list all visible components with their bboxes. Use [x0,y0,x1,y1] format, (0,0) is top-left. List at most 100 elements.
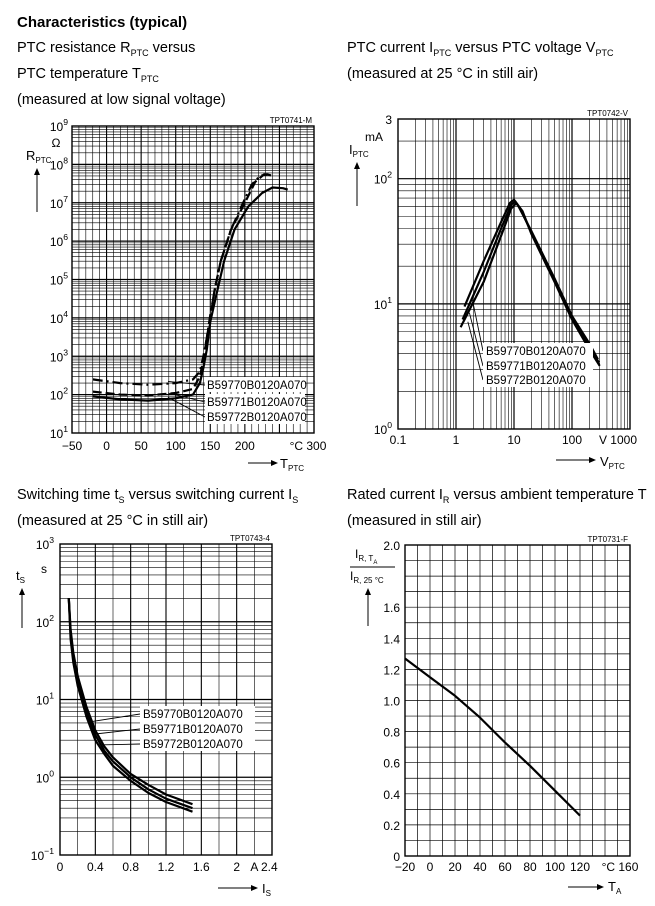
chart-current-vs-voltage: 0.1 1 10 100 V 10001001011023mAIPTCVPTCTPT07… [349,109,637,471]
x-axis-label: IS [262,881,271,898]
y-tick-label: 105 [50,271,68,288]
legend-entry: B59772B0120A070 [486,375,586,387]
tick-base: 10 [374,423,388,437]
legend-entry: B59770B0120A070 [207,380,307,392]
legend-entry: B59770B0120A070 [143,709,243,721]
tick-base: 10 [36,694,50,708]
axis-arrow-head [251,885,258,891]
caption-text: Switching time t [17,487,119,503]
tick-base: 10 [50,427,64,441]
caption-switching-time-vs-current: Switching time tS versus switching curre… [17,485,298,532]
x-tick-label: 0.1 [390,433,407,447]
series-curve [92,186,289,402]
x-tick-label: 1.2 [158,860,175,874]
x-tick-label: 1.6 [193,860,210,874]
x-tick-label: −20 [395,860,416,874]
legend-backdrop [483,372,593,387]
caption-text: PTC temperature T [17,65,141,82]
tick-exponent: 1 [387,295,392,305]
y-tick-label: 1.2 [383,663,400,677]
x-tick-label: °C 300 [290,439,327,453]
caption-line: PTC resistance RPTC versus [17,38,226,64]
legend-backdrop [140,706,255,721]
caption-subscript: PTC [130,47,149,58]
tick-base: 3 [385,113,392,127]
x-tick-label: 120 [570,860,590,874]
x-tick-label: 150 [200,439,220,453]
y-axis-label-numerator: IR, TA [355,547,377,566]
tick-base: 10 [50,158,64,172]
caption-text: PTC current I [347,40,434,56]
y-axis-label: IPTC [349,142,369,159]
axis-arrow-head [354,162,360,169]
legend-entry: B59771B0120A070 [207,397,307,409]
axis-arrow-head [365,588,371,595]
label-main: t [16,568,20,583]
caption-text: (measured at 25 °C in still air) [17,512,209,529]
legend-leader [167,396,206,418]
legend-backdrop [205,394,305,409]
x-tick-label: 100 [545,860,565,874]
y-tick-label: 3 [385,113,392,127]
series-curve [459,201,601,367]
y-tick-label: 104 [50,309,68,326]
label-main: T [608,879,616,894]
x-tick-label: 0 [427,860,434,874]
label-main: I [349,142,353,157]
legend-backdrop [205,409,305,424]
y-tick-label: 103 [50,347,68,364]
tick-exponent: 2 [49,613,54,623]
tick-base: 10 [31,849,45,863]
legend-backdrop [483,343,593,358]
label-main: T [280,456,288,471]
chart-rated-current-vs-ambient-temperature: −20 0 20 40 60 80 100 120 °C 16000.20.40.60.81.0… [350,535,639,896]
caption-line: Switching time tS versus switching curre… [17,485,298,511]
tick-base: 10 [50,350,64,364]
tick-exponent: 3 [63,347,68,357]
y-tick-label: 1.6 [383,601,400,615]
y-tick-label: 103 [36,535,54,552]
caption-line: PTC temperature TPTC [17,64,226,90]
y-tick-label: 102 [36,613,54,630]
chart-code: TPT0742-V [587,109,629,118]
tick-base: 10 [50,197,64,211]
y-tick-label: 101 [374,295,392,312]
tick-exponent: 6 [63,232,68,242]
label-main: I [350,569,353,583]
caption-line: (measured at low signal voltage) [17,90,226,111]
y-tick-label: 102 [50,386,68,403]
caption-text: (measured at 25 °C in still air) [347,65,539,82]
tick-base: 10 [50,389,64,403]
legend-leader [471,298,484,352]
x-axis-label: VPTC [600,454,625,471]
label-main: I [262,881,266,896]
x-tick-label: 200 [235,439,255,453]
legend-leader [468,312,484,367]
y-axis-label-denominator: IR, 25 °C [350,569,384,585]
tick-exponent: 8 [63,155,68,165]
y-tick-label: 107 [50,194,68,211]
chart-code: TPT0741-M [270,116,313,125]
x-tick-label: 100 [562,433,582,447]
caption-subscript: S [118,494,125,505]
axis-arrow-head [597,884,604,890]
tick-base: 10 [50,312,64,326]
legend-entry: B59771B0120A070 [143,724,243,736]
label-main: V [600,454,609,469]
y-axis-label: tS [16,568,25,585]
y-unit-label: mA [365,130,383,144]
tick-exponent: 2 [63,386,68,396]
x-tick-label: °C 160 [602,860,639,874]
label-subscript: A [616,887,622,896]
caption-text: Rated current I [347,487,443,503]
caption-rated-current-vs-ambient-temperature: Rated current IR versus ambient temperat… [347,485,647,532]
legend-leader [167,392,206,403]
tick-base: 10 [50,120,64,134]
caption-text: PTC resistance R [17,40,131,56]
axis-arrow-head [19,588,25,595]
x-tick-label: 20 [448,860,462,874]
x-tick-label: A 2.4 [250,860,278,874]
y-tick-label: 102 [374,170,392,187]
legend-entry: B59770B0120A070 [486,346,586,358]
legend-entry: B59772B0120A070 [143,739,243,751]
